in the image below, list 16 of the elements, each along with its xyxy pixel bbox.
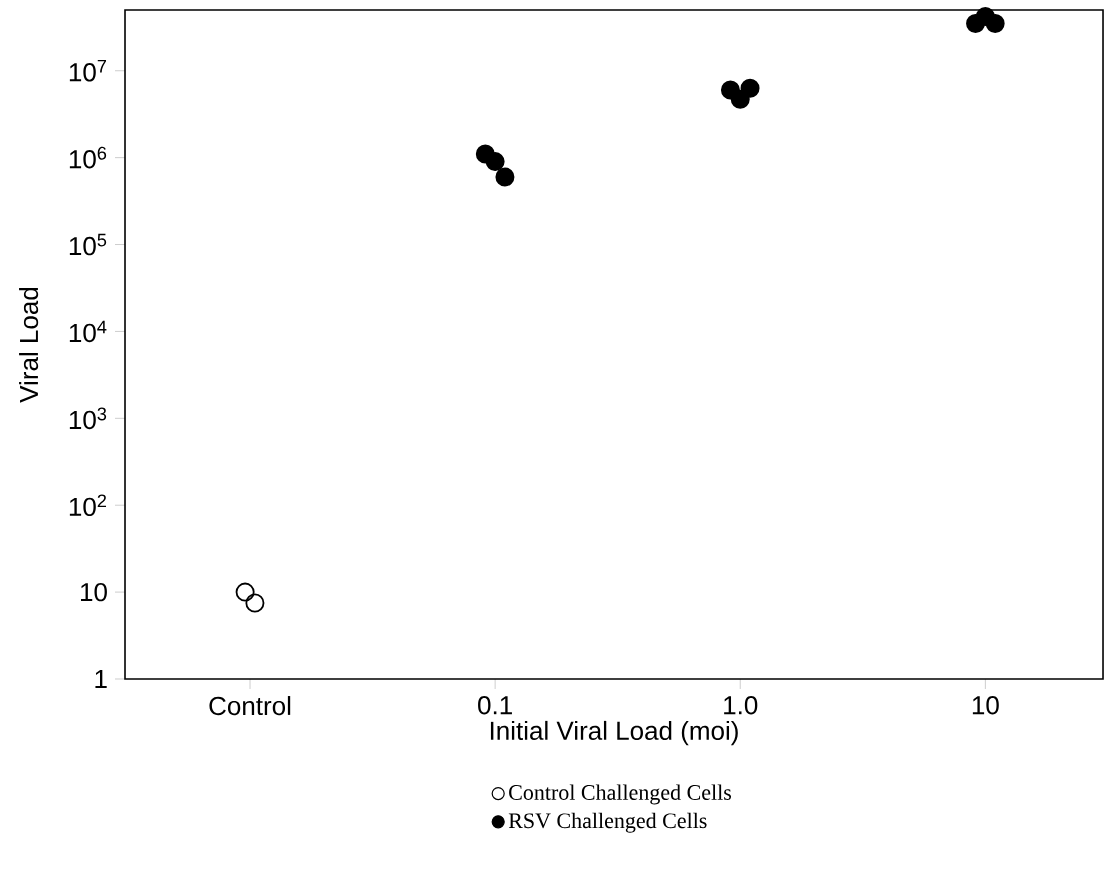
x-tick-label: 0.1 (478, 696, 512, 715)
y-tick-label: 10$^{4}$ (69, 320, 107, 343)
y-tick-label: 10$^{6}$ (69, 146, 107, 169)
x-tick-label: 10 (972, 696, 999, 715)
y-tick-label: 10$^{2}$ (69, 494, 107, 517)
y-tick-label: 10 (81, 582, 107, 602)
legend-label: RSV Challenged Cells (508, 812, 707, 833)
x-tick-label: 1.0 (724, 696, 758, 715)
legend-label: Control Challenged Cells (509, 784, 732, 805)
y-tick-label: 10$^{7}$ (69, 60, 107, 82)
y-tick-label: 10$^{5}$ (69, 233, 107, 256)
y-axis-title: Viral Load (19, 287, 39, 403)
y-tick-label: 1 (95, 670, 107, 688)
x-tick-label: Control (209, 696, 291, 716)
x-axis-title: Initial Viral Load (moi) (490, 720, 738, 746)
y-tick-label: 10$^{3}$ (69, 407, 107, 430)
